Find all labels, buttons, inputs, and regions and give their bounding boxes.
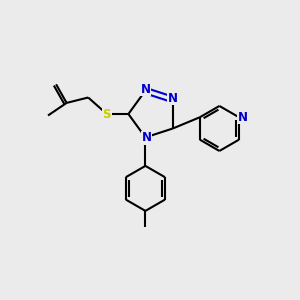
Text: N: N [168,92,178,104]
Text: N: N [238,111,248,124]
Text: N: N [142,131,152,145]
Text: S: S [103,107,111,121]
Text: N: N [140,82,150,96]
